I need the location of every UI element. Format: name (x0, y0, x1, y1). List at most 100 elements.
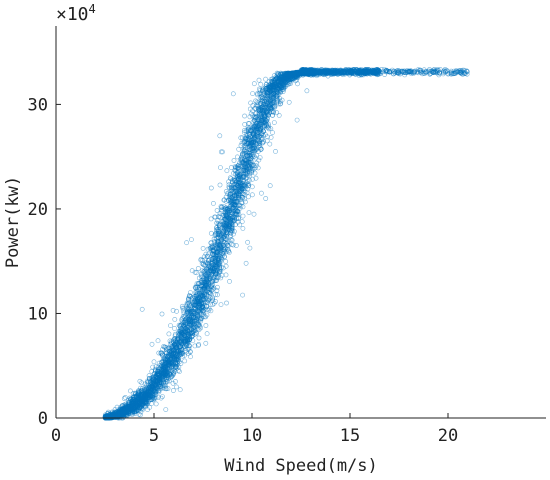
data-point (203, 314, 209, 320)
data-point (230, 242, 236, 248)
data-point (226, 179, 231, 185)
data-point (247, 171, 253, 177)
data-point (252, 137, 258, 143)
data-point (172, 337, 178, 343)
data-point (195, 296, 201, 302)
data-point (146, 373, 152, 379)
data-point (248, 100, 253, 106)
data-point (271, 92, 277, 98)
data-point (253, 115, 258, 121)
data-point (214, 251, 220, 257)
data-point (173, 361, 179, 367)
data-point (448, 68, 454, 74)
data-point (215, 226, 221, 232)
data-point (221, 197, 227, 203)
data-point (251, 138, 257, 144)
data-point (172, 343, 178, 349)
data-point (245, 186, 251, 192)
data-point (153, 364, 159, 370)
data-point (129, 407, 135, 413)
data-point (229, 237, 235, 243)
data-point (206, 275, 212, 281)
data-point (447, 70, 453, 76)
data-point (182, 358, 188, 364)
data-point (223, 194, 229, 200)
data-point (191, 302, 197, 308)
data-point (182, 344, 187, 349)
data-point (434, 69, 440, 74)
data-point (198, 271, 204, 277)
data-point (276, 113, 282, 118)
data-point (232, 164, 238, 169)
data-point (253, 141, 259, 147)
data-point (231, 201, 236, 207)
data-point (219, 237, 225, 243)
data-point (199, 304, 205, 310)
data-point (279, 97, 285, 103)
data-point (267, 110, 273, 116)
data-point (191, 302, 197, 308)
data-point (238, 143, 244, 148)
data-point (221, 227, 226, 233)
data-point (218, 243, 224, 249)
data-point (178, 340, 184, 346)
data-point (217, 251, 223, 257)
data-point (212, 214, 218, 220)
data-point (342, 68, 348, 74)
data-point (430, 70, 436, 75)
data-point (200, 245, 206, 251)
data-point (193, 285, 198, 291)
data-point (229, 200, 235, 205)
data-point (446, 71, 452, 77)
data-point (186, 334, 192, 340)
data-point (172, 316, 178, 322)
data-point (178, 343, 184, 349)
data-point (340, 72, 346, 78)
data-point (419, 69, 424, 75)
data-point (212, 231, 218, 237)
data-point (351, 67, 357, 73)
data-point (271, 87, 277, 92)
data-point (170, 348, 176, 354)
data-point (219, 207, 224, 213)
data-point (254, 92, 260, 98)
data-point (181, 344, 186, 350)
data-point (168, 339, 174, 345)
data-point (201, 254, 207, 260)
data-point (121, 396, 127, 401)
data-point (163, 345, 169, 351)
data-point (270, 113, 275, 118)
data-point (219, 209, 225, 214)
data-point (231, 193, 237, 199)
data-point (240, 213, 246, 219)
data-point (228, 185, 234, 191)
data-point (150, 381, 156, 387)
data-point (226, 184, 232, 190)
data-point (248, 164, 254, 170)
data-point (234, 170, 240, 176)
data-point (239, 219, 245, 225)
data-point (383, 68, 389, 73)
data-point (242, 130, 247, 135)
data-point (237, 163, 243, 169)
data-point (245, 121, 251, 126)
data-point (271, 120, 277, 125)
data-point (166, 331, 172, 337)
data-point (218, 237, 224, 243)
data-point (194, 281, 200, 286)
data-point (432, 68, 438, 74)
data-point (256, 86, 262, 92)
data-point (256, 157, 262, 163)
data-point (159, 352, 165, 358)
data-point (464, 68, 470, 74)
data-point (203, 266, 209, 272)
data-point (215, 218, 221, 223)
data-point (222, 247, 228, 252)
data-point (331, 70, 337, 76)
data-point (238, 156, 244, 162)
data-point (196, 335, 202, 341)
data-point (205, 260, 211, 266)
data-point (317, 68, 322, 74)
data-point (220, 252, 226, 258)
